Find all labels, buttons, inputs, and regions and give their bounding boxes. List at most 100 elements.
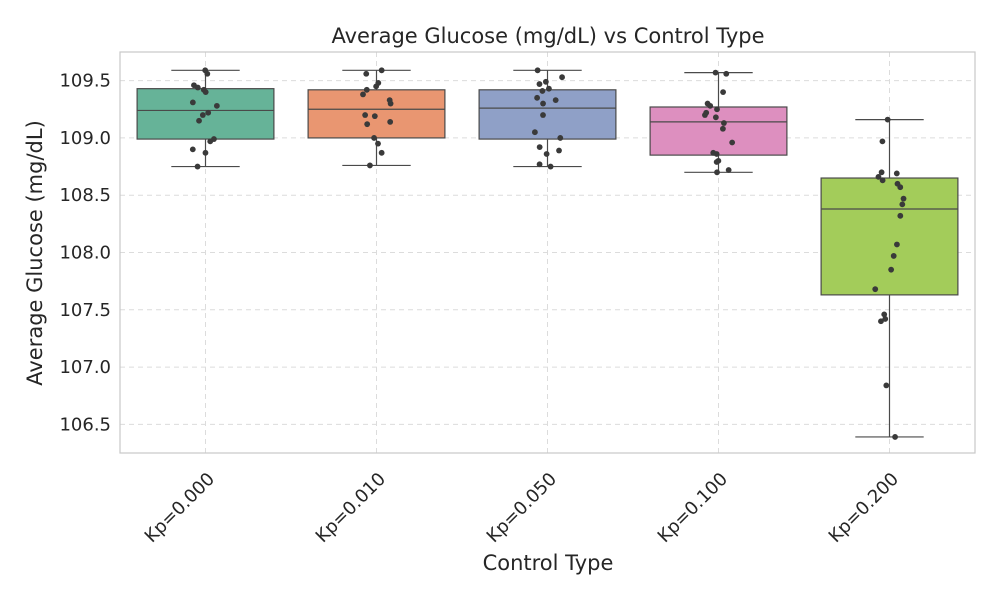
data-point: [204, 70, 211, 77]
data-point: [375, 140, 381, 147]
data-point: [552, 97, 559, 104]
data-point: [879, 138, 886, 145]
x-tick-label: Kp=0.010: [312, 469, 390, 547]
box-Kp=0.200: [820, 118, 959, 438]
data-point: [362, 112, 369, 118]
data-point: [878, 169, 885, 176]
data-point: [893, 170, 900, 177]
data-points: [189, 67, 907, 440]
data-point: [546, 85, 552, 92]
data-point: [556, 147, 562, 154]
data-point: [364, 121, 371, 128]
chart-title: Average Glucose (mg/dL) vs Control Type: [331, 24, 764, 48]
data-point: [207, 138, 214, 145]
data-point: [890, 253, 897, 259]
data-point: [202, 149, 209, 156]
y-tick-label: 109.5: [59, 71, 111, 92]
data-point: [373, 83, 380, 90]
data-point: [892, 434, 898, 440]
data-point: [721, 120, 727, 126]
data-point: [897, 212, 904, 219]
data-point: [729, 139, 736, 146]
y-tick-label: 108.0: [59, 243, 111, 264]
data-point: [713, 159, 720, 165]
data-point: [371, 135, 377, 141]
y-tick-label: 106.5: [59, 414, 111, 435]
iqr-box: [820, 177, 959, 296]
x-tick-labels: Kp=0.000 Kp=0.010 Kp=0.050 Kp=0.100 Kp=0.200: [141, 469, 903, 547]
y-tick-label: 107.0: [59, 357, 111, 378]
data-point: [540, 112, 546, 118]
data-point: [189, 146, 196, 153]
data-point: [536, 81, 543, 87]
iqr-box: [478, 89, 617, 140]
box-Kp=0.100: [649, 72, 788, 173]
data-point: [720, 89, 726, 95]
data-point: [875, 173, 882, 180]
y-tick-label: 107.5: [59, 300, 111, 321]
data-point: [534, 67, 541, 74]
data-point: [714, 169, 720, 176]
data-point: [714, 106, 720, 113]
data-point: [881, 311, 888, 318]
plot-frame: [119, 51, 976, 454]
data-point: [872, 286, 879, 293]
data-point: [879, 177, 886, 184]
y-axis-label: Average Glucose (mg/dL): [23, 120, 47, 386]
data-point: [199, 112, 206, 118]
data-point: [378, 67, 385, 74]
data-point: [884, 116, 891, 123]
data-point: [557, 135, 564, 141]
data-point: [899, 201, 906, 208]
data-point: [894, 241, 900, 248]
data-point: [363, 70, 370, 77]
data-point: [897, 184, 904, 191]
data-point: [882, 316, 889, 322]
data-point: [539, 88, 546, 94]
data-point: [202, 89, 209, 95]
x-tick-label: Kp=0.000: [141, 469, 219, 547]
data-point: [888, 266, 895, 273]
data-point: [536, 144, 543, 150]
x-axis-label: Control Type: [483, 551, 614, 575]
data-point: [883, 382, 890, 389]
data-point: [213, 102, 220, 109]
data-point: [547, 163, 554, 170]
data-point: [720, 125, 726, 132]
data-point: [723, 70, 730, 77]
data-point: [559, 74, 565, 81]
data-point: [363, 86, 370, 93]
y-tick-label: 109.0: [59, 128, 111, 149]
data-point: [543, 151, 550, 157]
x-tick-label: Kp=0.200: [825, 469, 903, 547]
iqr-box: [136, 88, 275, 140]
data-point: [367, 162, 373, 169]
data-point: [900, 195, 907, 202]
data-point: [189, 99, 196, 106]
data-point: [540, 100, 546, 107]
data-point: [534, 94, 541, 101]
data-point: [371, 113, 378, 120]
data-point: [196, 117, 202, 124]
x-tick-label: Kp=0.100: [654, 469, 732, 547]
data-point: [360, 91, 366, 98]
data-point: [878, 318, 884, 325]
data-point: [725, 167, 732, 173]
data-point: [713, 151, 720, 157]
data-point: [542, 78, 549, 85]
data-point: [536, 161, 543, 168]
data-point: [205, 109, 212, 116]
data-point: [531, 129, 538, 136]
data-point: [707, 102, 714, 109]
iqr-box: [649, 106, 788, 156]
data-point: [387, 100, 394, 107]
box-Kp=0.050: [478, 69, 617, 168]
data-point: [712, 114, 719, 121]
data-point: [194, 163, 201, 170]
data-point: [387, 118, 394, 125]
data-point: [712, 69, 719, 76]
data-point: [378, 149, 385, 156]
y-tick-labels: 106.5 107.0 107.5 108.0 108.5 109.0 109.5: [59, 71, 111, 436]
y-tick-label: 108.5: [59, 185, 111, 206]
